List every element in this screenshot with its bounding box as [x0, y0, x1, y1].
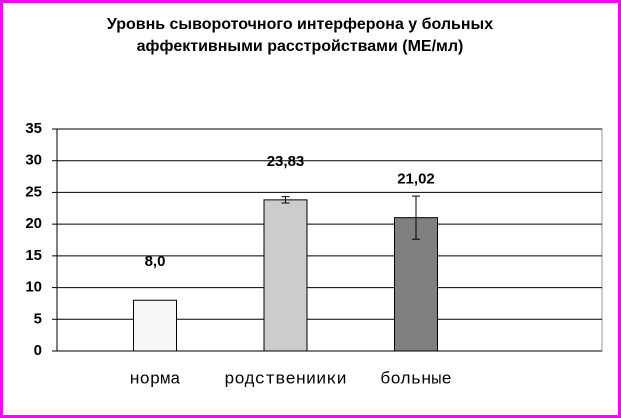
bar [394, 217, 438, 352]
chart-title: аффективными расстройствами (МЕ/мл) [137, 38, 464, 55]
y-tick-label: 25 [25, 183, 42, 200]
y-tick-label: 15 [25, 247, 42, 264]
x-tick-label: больные [380, 370, 451, 389]
y-tick-label: 30 [25, 152, 42, 169]
y-tick-label: 35 [25, 120, 42, 137]
value-label: 8,0 [145, 253, 166, 270]
y-tick-label: 5 [34, 310, 42, 327]
chart-title: Уровнь сывороточного интерферона у больн… [107, 16, 493, 33]
y-tick-label: 10 [25, 279, 42, 296]
value-label: 23,83 [267, 153, 305, 170]
x-tick-label: норма [129, 370, 180, 389]
y-tick-label: 20 [25, 215, 42, 232]
bar [133, 299, 177, 352]
value-label: 21,02 [397, 171, 435, 188]
y-tick-label: 0 [34, 342, 42, 359]
bar [263, 199, 308, 352]
x-tick-label: родствениики [224, 370, 346, 389]
